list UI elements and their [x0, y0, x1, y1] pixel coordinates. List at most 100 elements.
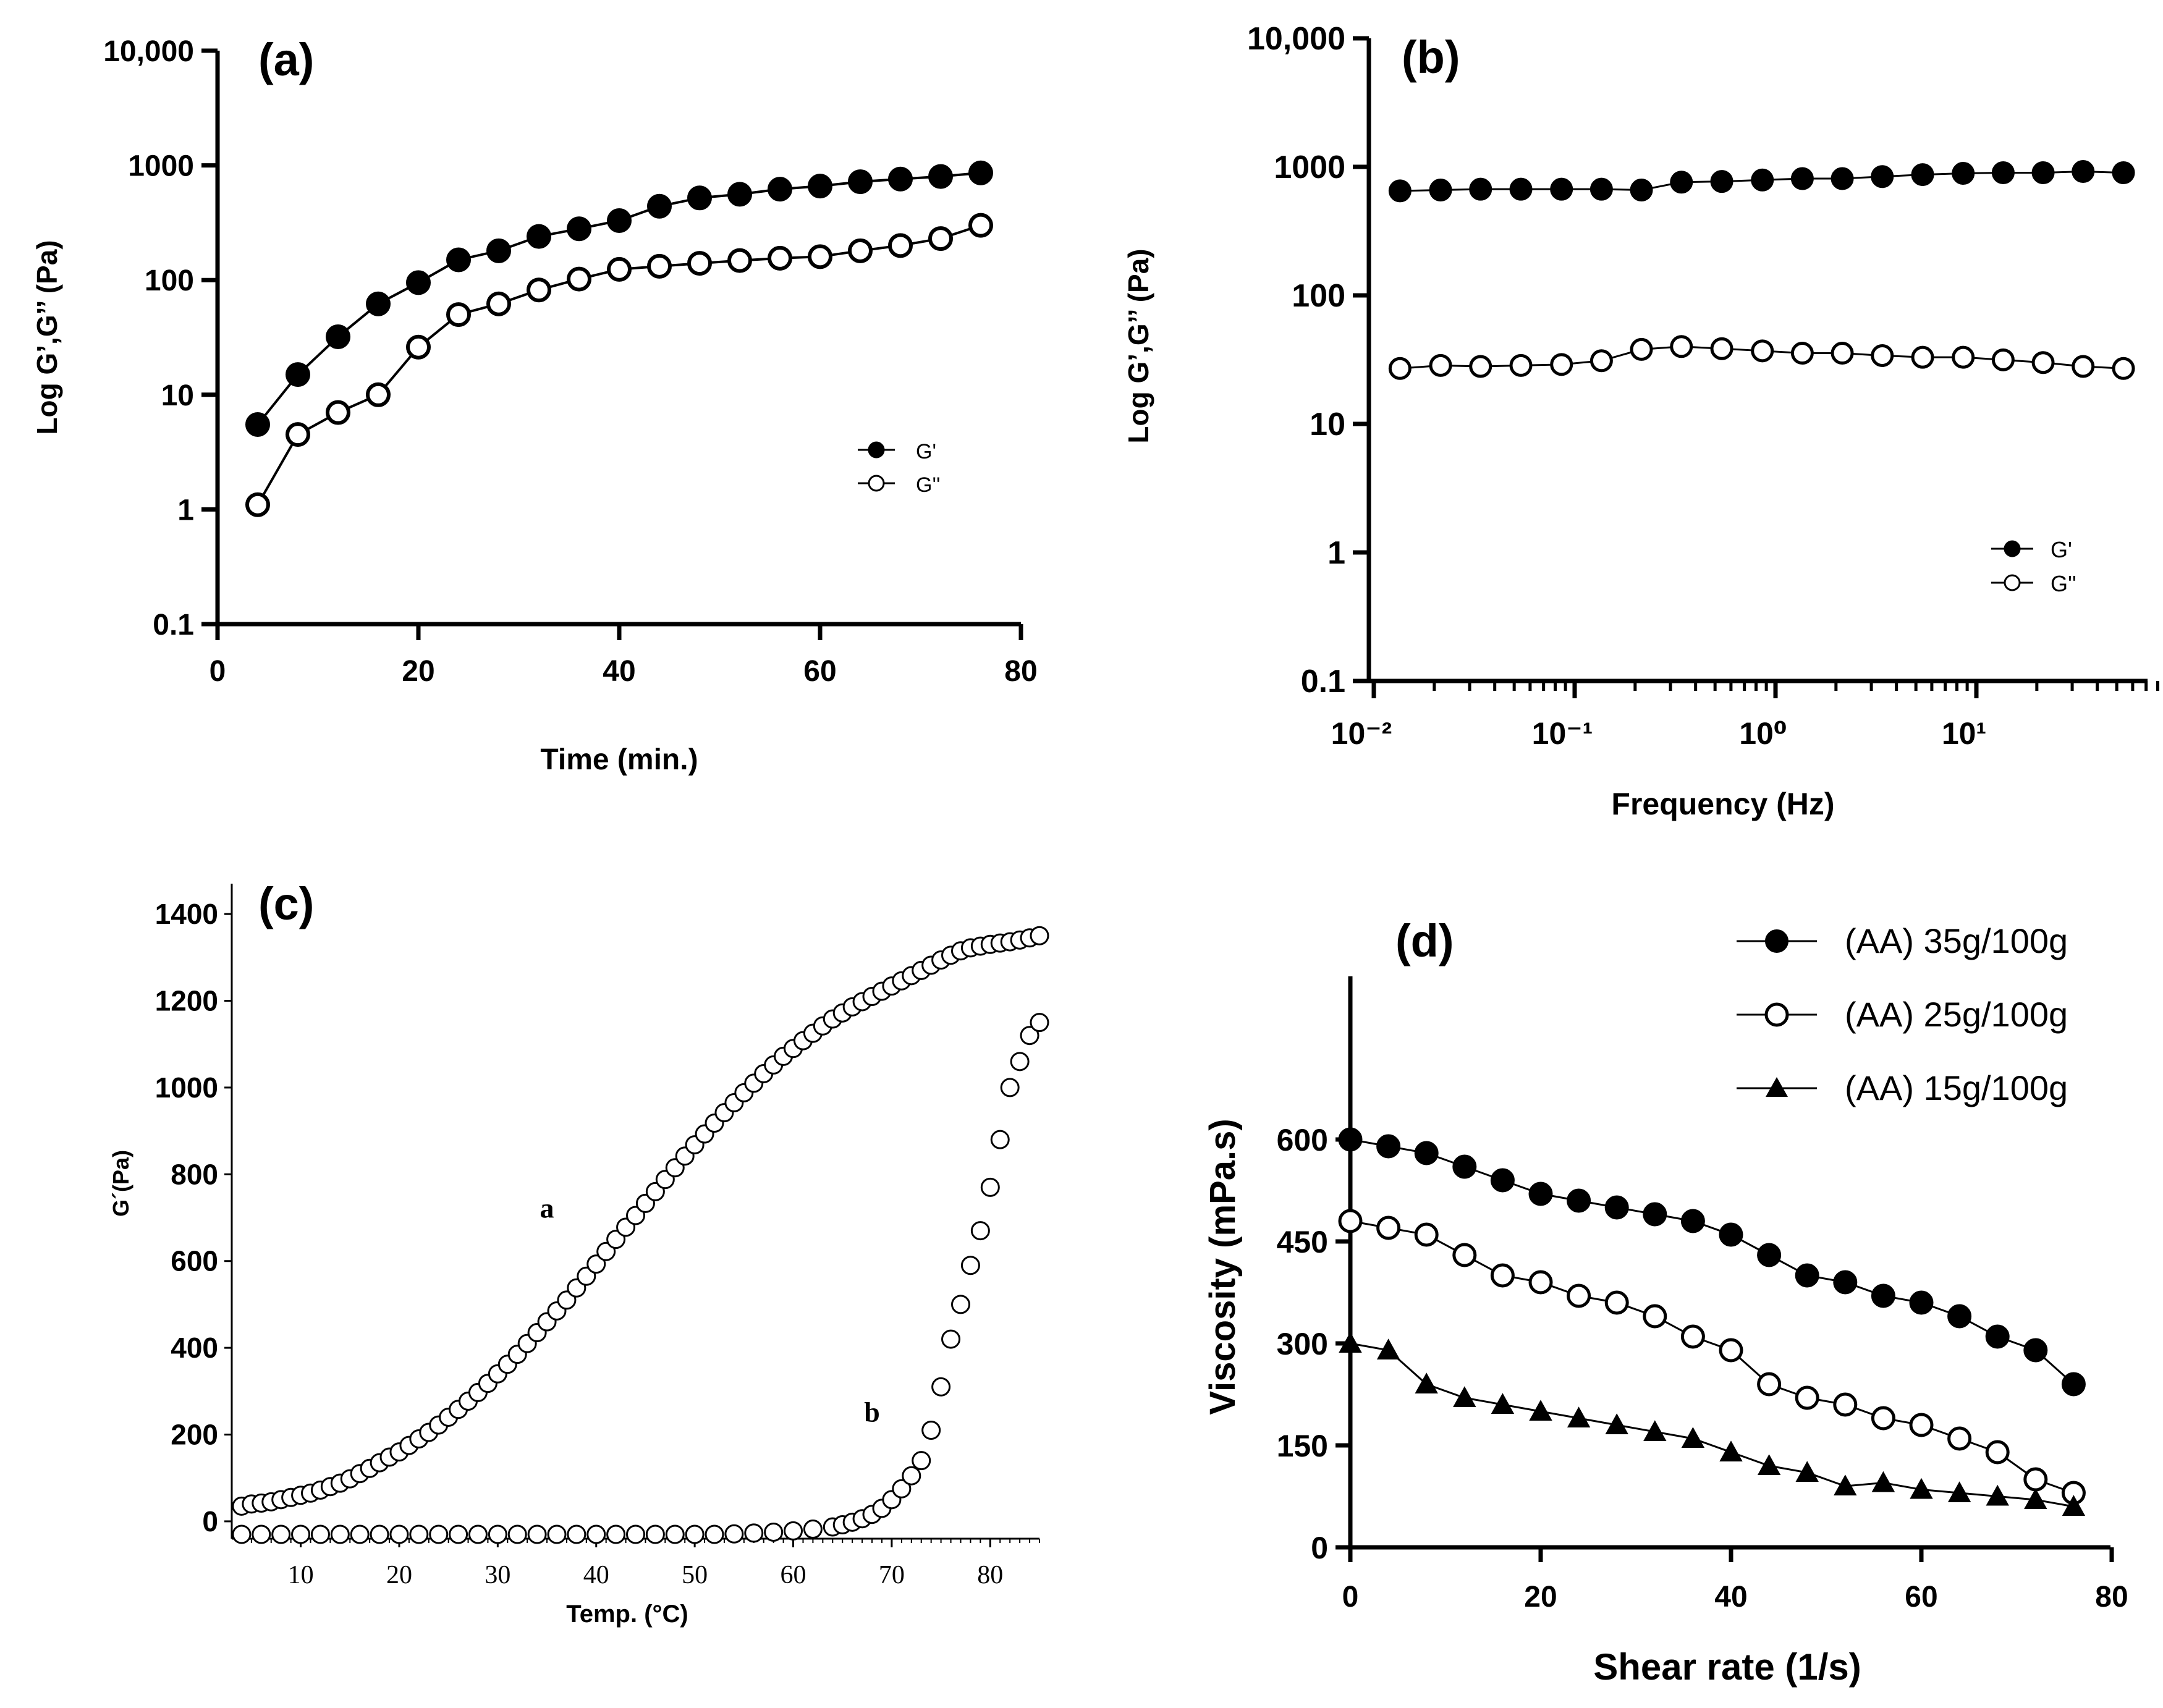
- panel-d-series-1-point-9: [1680, 1324, 1705, 1349]
- panel-c-series-1-point-15: [527, 1524, 547, 1544]
- panel-a-legend-marker-g1: [868, 441, 885, 459]
- panel-b-series-0-point-14: [1952, 162, 1975, 185]
- panel-b-series-1-point-6: [1630, 337, 1653, 361]
- panel-b-x-tick-label: 10⁰: [1739, 716, 1787, 751]
- panel-d-series-0-point-3: [1452, 1154, 1477, 1179]
- panel-c-series-1-point-51: [1030, 1013, 1049, 1033]
- panel-d-series-2-point-9: [1681, 1427, 1705, 1448]
- panel-b-series-0-point-8: [1710, 170, 1733, 193]
- panel-d-series-2-point-13: [1834, 1474, 1857, 1495]
- panel-a-series-0-point-8: [567, 216, 591, 242]
- panel-c-series-1-point-13: [488, 1524, 507, 1544]
- panel-c-series-1-point-43: [950, 1295, 970, 1314]
- panel-d-series-0-point-9: [1680, 1209, 1705, 1233]
- panel-a-series-1-point-6: [486, 291, 511, 316]
- panel-c-series-1-point-47: [990, 1130, 1010, 1149]
- panel-b-series-0-point-10: [1790, 167, 1814, 190]
- panel-c-series-1-point-19: [606, 1524, 626, 1544]
- panel-a-series-1-point-3: [366, 382, 391, 407]
- panel-c-x-title: Temp. (°C): [566, 1600, 688, 1628]
- panel-b-axes: [1366, 38, 2148, 683]
- panel-c-series-1-point-3: [291, 1524, 311, 1544]
- panel-c-series-1-point-2: [271, 1524, 291, 1544]
- panel-d-series-2-point-6: [1567, 1406, 1591, 1427]
- panel-d-series-1-point-11: [1757, 1372, 1782, 1397]
- panel-d-series-2-point-15: [1910, 1478, 1933, 1499]
- panel-c-y-tick-label: 800: [171, 1158, 218, 1190]
- panel-a-legend-label-g2: G'': [916, 473, 940, 497]
- panel-d-series-1-point-14: [1871, 1406, 1895, 1431]
- panel-d-legend-marker-1: [1765, 929, 1788, 953]
- panel-a-series-1-point-8: [567, 266, 591, 292]
- panel-c-series-1-point-14: [507, 1524, 527, 1544]
- panel-d-series-0-point-18: [2023, 1338, 2048, 1363]
- panel-d-series-0-point-1: [1376, 1134, 1401, 1159]
- panel-a-series-1-point-7: [527, 277, 551, 303]
- panel-d-series-2-point-10: [1719, 1440, 1743, 1461]
- panel-d-legend-label-2: (AA) 25g/100g: [1845, 995, 2068, 1034]
- panel-d-x-tick-label: 40: [1714, 1581, 1747, 1613]
- panel-d-series-0-point-11: [1757, 1243, 1782, 1267]
- panel-b-series-0-point-0: [1388, 179, 1412, 203]
- panel-b-series-0-point-5: [1589, 177, 1613, 201]
- panel-a-series-1-point-15: [848, 238, 873, 263]
- panel-c-series-0-point-36: [586, 1254, 606, 1274]
- panel-d-series-0-point-14: [1871, 1283, 1895, 1308]
- panel-b-series-1-point-7: [1670, 335, 1693, 358]
- panel-b-label: (b): [1402, 32, 1460, 83]
- panel-a-series-1-point-5: [446, 302, 471, 328]
- panel-c-series-1-point-16: [547, 1524, 567, 1544]
- panel-c-series-1-point-26: [744, 1523, 764, 1543]
- panel-b-series-1-point-13: [1911, 345, 1934, 369]
- panel-b-y-tick-label: 1000: [1274, 150, 1345, 185]
- panel-a-series-0-point-18: [968, 160, 993, 185]
- panel-c-y-tick-label: 600: [171, 1245, 218, 1277]
- panel-a-series-0-point-14: [808, 174, 832, 199]
- panel-d-legend-label-1: (AA) 35g/100g: [1845, 921, 2068, 960]
- panel-d-series-2-point-17: [1986, 1484, 2009, 1506]
- panel-b-series-1-point-11: [1831, 342, 1854, 365]
- panel-a-series-0-point-0: [245, 412, 270, 437]
- panel-b-series-1-point-1: [1429, 353, 1452, 377]
- panel-b-series-0-point-13: [1911, 163, 1934, 187]
- panel-a-series-0-point-12: [727, 182, 752, 207]
- panel-a-x-tick-label: 20: [402, 655, 434, 688]
- panel-c-series-1-point-24: [705, 1524, 724, 1544]
- panel-c-series-1-point-9: [409, 1524, 429, 1544]
- panel-c-series-1-point-48: [1000, 1078, 1020, 1097]
- panel-c-x-tick-label: 70: [879, 1561, 905, 1589]
- panel-d-series-1-point-7: [1604, 1290, 1629, 1315]
- panel-d-series-0-point-17: [1985, 1324, 2010, 1349]
- panel-d-y-tick-label: 450: [1277, 1225, 1328, 1259]
- panel-c-x-tick-label: 10: [288, 1561, 314, 1589]
- panel-a-series-0-point-7: [527, 224, 551, 249]
- panel-a-y-tick-label: 1: [177, 494, 194, 526]
- panel-d-series-1-point-10: [1719, 1338, 1743, 1363]
- panel-c-y-title: G´(Pa): [108, 1150, 133, 1217]
- panel-a-series-1-point-1: [286, 422, 310, 447]
- panel-b-series-1-point-12: [1871, 344, 1894, 367]
- panel-a-series-0-point-13: [768, 177, 792, 202]
- panel-c-series-1-point-4: [310, 1524, 330, 1544]
- panel-c-series-1-point-49: [1010, 1052, 1030, 1072]
- panel-d-series-2-point-14: [1871, 1471, 1895, 1492]
- panel-a-series-1-point-13: [768, 245, 792, 271]
- panel-c-series-1-point-21: [645, 1524, 665, 1544]
- panel-a-label: (a): [258, 34, 314, 85]
- panel-b-series-1-point-5: [1589, 349, 1613, 373]
- panel-c-series-1-point-45: [970, 1221, 990, 1241]
- panel-b-y-tick-label: 10,000: [1247, 21, 1345, 57]
- panel-a-series-0-point-15: [848, 169, 873, 195]
- panel-a-series-1-point-2: [326, 400, 350, 425]
- panel-d-series-2-point-4: [1491, 1393, 1515, 1414]
- panel-d: 0 20 40 60 80 0 150 300 450 600 (d) Shear rate (1…: [1203, 915, 2128, 1688]
- panel-a-x-tick-label: 80: [1004, 655, 1037, 688]
- panel-b-series-0-point-17: [2072, 160, 2095, 184]
- panel-b-series-0-point-9: [1751, 168, 1774, 192]
- panel-c-series-1-point-50: [1020, 1026, 1039, 1046]
- panel-a-series-0-point-4: [406, 270, 431, 295]
- panel-c-series-1-point-38: [902, 1466, 921, 1486]
- panel-c-y-tick-label: 400: [171, 1332, 218, 1364]
- panel-d-series-1-point-15: [1909, 1413, 1934, 1437]
